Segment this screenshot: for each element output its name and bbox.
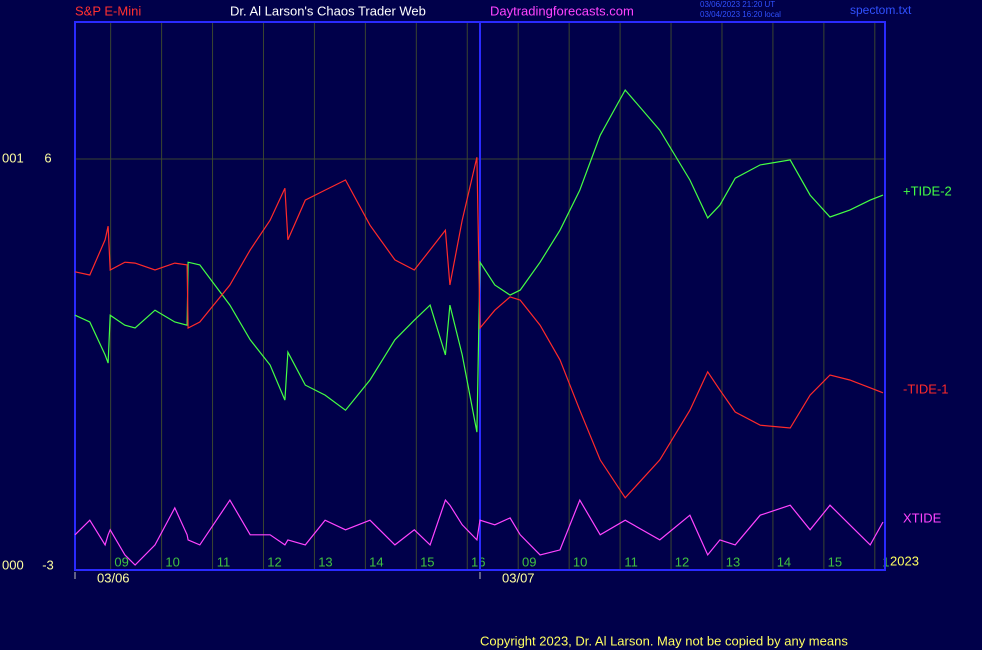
x-tick-label: 13 (318, 554, 332, 569)
series-label: +TIDE-2 (903, 184, 952, 199)
series-line (74, 157, 884, 499)
date-label: 03/07 (502, 570, 535, 585)
series-label: -TIDE-1 (903, 381, 949, 396)
x-tick-label: 12 (675, 554, 689, 569)
timestamp: 03/06/2023 21:20 UT (700, 0, 775, 9)
date-label: 03/06 (97, 570, 130, 585)
x-tick-label: 16 (471, 554, 485, 569)
x-tick-label: 10 (573, 554, 587, 569)
chart-title: Dr. Al Larson's Chaos Trader Web (230, 3, 426, 18)
x-tick-label: 10 (165, 554, 179, 569)
x-tick-label: 11 (624, 554, 638, 569)
x-tick-label: 09 (522, 554, 536, 569)
series-label: XTIDE (903, 510, 942, 525)
series-line (74, 498, 884, 566)
symbol: S&P E-Mini (75, 3, 141, 18)
file-name: spectom.txt (850, 3, 912, 17)
x-tick-label: 12 (267, 554, 281, 569)
scale-label: 001 (2, 150, 24, 165)
year: 2023 (890, 553, 919, 568)
x-tick-label: 13 (726, 554, 740, 569)
x-tick-label: 14 (369, 554, 383, 569)
x-tick-label: 15 (828, 554, 842, 569)
x-tick-label: 11 (217, 554, 231, 569)
scale-label: 000 (2, 557, 24, 572)
y-tick-label: -3 (42, 557, 54, 572)
x-tick-label: 14 (777, 554, 791, 569)
copyright: Copyright 2023, Dr. Al Larson. May not b… (480, 633, 848, 648)
y-tick-label: 6 (44, 150, 51, 165)
x-tick-label: 09 (114, 554, 128, 569)
x-tick-label: 15 (420, 554, 434, 569)
series-line (74, 88, 884, 433)
site: Daytradingforecasts.com (490, 3, 634, 18)
timestamp: 03/04/2023 16:20 local (700, 10, 781, 19)
plot-frame (74, 21, 886, 571)
